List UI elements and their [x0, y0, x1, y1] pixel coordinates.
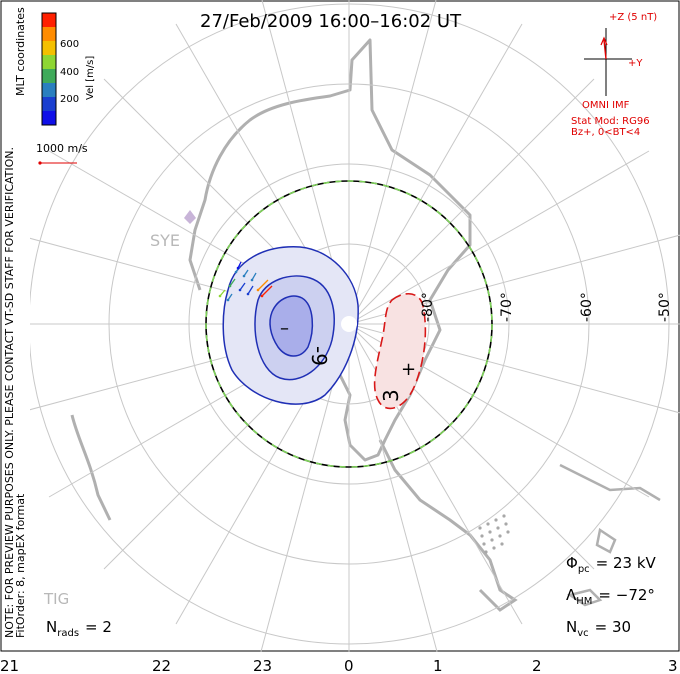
imf-source: OMNI IMF — [582, 100, 630, 111]
lat-label-50: -50° — [657, 292, 673, 322]
colorbar-swatch — [42, 55, 56, 69]
colorbar-swatch — [42, 111, 56, 125]
mlt-label-23: 23 — [253, 657, 272, 674]
colorbar-swatch — [42, 27, 56, 41]
n-rads-stat: Nrads = 2 — [46, 618, 112, 639]
coastline — [188, 38, 472, 462]
hm-boundary-dash — [205, 180, 493, 468]
coord-system: MLT coordinates — [14, 7, 27, 96]
velocity-colorbar — [41, 12, 57, 126]
minimum-marker: – — [280, 318, 289, 339]
imf-vector-head — [600, 36, 608, 46]
colorbar-swatch — [42, 83, 56, 97]
positive-contour-label: 3 — [379, 389, 403, 402]
imf-y-label: +Y — [628, 58, 643, 69]
coastline-left — [70, 414, 112, 521]
map-title: 27/Feb/2009 16:00–16:02 UT — [200, 11, 462, 32]
sye-radar-marker — [184, 210, 196, 224]
phi-pc-stat: Φpc = 23 kV — [566, 554, 657, 575]
colorbar-label: Vel [m/s] — [85, 56, 96, 100]
n-vc-stat: Nvc = 30 — [566, 618, 631, 639]
mlt-label-21: 21 — [0, 657, 19, 674]
mlt-label-1: 1 — [433, 657, 443, 674]
colorbar-swatch — [42, 97, 56, 111]
mlt-label-22: 22 — [152, 657, 171, 674]
negative-contour-outer — [222, 246, 359, 405]
coastline-islands — [559, 463, 661, 607]
colorbar-swatch — [42, 13, 56, 27]
colorbar-tick-200: 200 — [60, 94, 79, 105]
colorbar-outline — [41, 12, 57, 126]
mlt-label-3: 3 — [668, 657, 678, 674]
tig-fov-dots — [478, 514, 510, 554]
colorbar-swatch — [42, 41, 56, 55]
lambda-hm-stat: ΛHM = −72° — [566, 586, 655, 607]
preview-note: NOTE: FOR PREVIEW PURPOSES ONLY. PLEASE … — [3, 147, 16, 638]
colorbar-swatch — [42, 69, 56, 83]
lat-label-80: -80° — [420, 292, 436, 322]
positive-cell-fill — [374, 293, 426, 409]
velocity-vectors — [218, 261, 273, 302]
lat-label-70: -70° — [499, 292, 515, 322]
colorbar-tick-400: 400 — [60, 67, 79, 78]
radar-label-sye: SYE — [150, 231, 180, 250]
positive-contour — [373, 293, 427, 410]
imf-z-label: +Z (5 nT) — [609, 12, 657, 23]
mlt-label-2: 2 — [532, 657, 542, 674]
vector-scale-dot — [38, 161, 42, 165]
radar-label-tig: TIG — [43, 590, 69, 608]
imf-vector — [603, 39, 607, 60]
coastline-peninsula — [378, 439, 518, 612]
negative-contour-label: -9 — [307, 346, 331, 366]
negative-cell-inner — [269, 295, 314, 357]
mlt-label-0: 0 — [344, 657, 354, 674]
stat-model-line2: Bz+, 0<BT<4 — [571, 127, 640, 138]
fit-info: FitOrder: 8, mapEX format — [14, 493, 27, 638]
plot-frame — [0, 0, 680, 652]
colorbar-tick-600: 600 — [60, 39, 79, 50]
lat-label-60: -60° — [579, 292, 595, 322]
stat-model-line1: Stat Mod: RG96 — [571, 116, 650, 127]
vector-scale-label: 1000 m/s — [36, 142, 88, 155]
pole-gap — [341, 316, 357, 332]
maximum-marker: + — [401, 359, 416, 380]
